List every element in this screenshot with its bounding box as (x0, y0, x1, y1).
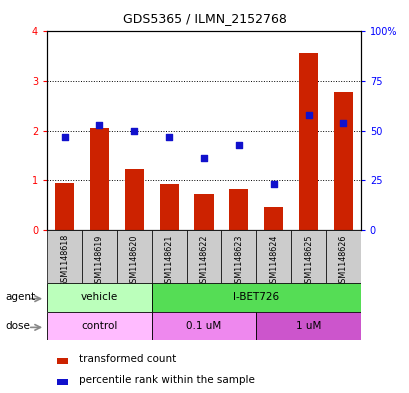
Text: 1 uM: 1 uM (295, 321, 320, 331)
Bar (256, 312, 360, 340)
Text: vehicle: vehicle (81, 292, 118, 302)
Bar (194, 194, 213, 230)
Point (305, 112, 311, 118)
Bar (47, 283, 151, 312)
Text: GSM1148619: GSM1148619 (95, 234, 103, 288)
Text: agent: agent (5, 292, 35, 302)
Bar (290, 230, 325, 283)
Bar (82, 230, 117, 283)
Text: GSM1148622: GSM1148622 (199, 234, 208, 288)
Bar (124, 169, 144, 230)
Bar (325, 230, 360, 283)
Text: GSM1148624: GSM1148624 (269, 234, 277, 288)
Point (270, 181, 276, 187)
Text: transformed count: transformed count (79, 354, 175, 364)
Text: GDS5365 / ILMN_2152768: GDS5365 / ILMN_2152768 (123, 12, 286, 25)
Point (200, 155, 207, 162)
Text: GSM1148625: GSM1148625 (303, 234, 312, 288)
Bar (333, 92, 352, 230)
Point (61, 134, 68, 140)
Bar (256, 230, 290, 283)
Bar (47, 312, 151, 340)
Text: dose: dose (5, 321, 30, 331)
Text: 0.1 uM: 0.1 uM (186, 321, 221, 331)
Bar (117, 230, 151, 283)
Text: I-BET726: I-BET726 (233, 292, 279, 302)
Point (131, 127, 137, 134)
Point (339, 119, 346, 126)
Text: percentile rank within the sample: percentile rank within the sample (79, 375, 254, 385)
Point (166, 134, 172, 140)
Bar (221, 230, 256, 283)
Bar (151, 312, 256, 340)
Text: GSM1148623: GSM1148623 (234, 234, 243, 288)
Bar (90, 128, 109, 230)
Bar (263, 207, 283, 230)
Text: GSM1148618: GSM1148618 (60, 234, 69, 287)
Bar (151, 230, 186, 283)
Text: GSM1148626: GSM1148626 (338, 234, 347, 288)
Bar (47, 230, 82, 283)
Bar (55, 183, 74, 230)
Bar (56, 379, 67, 384)
Text: control: control (81, 321, 117, 331)
Text: GSM1148620: GSM1148620 (130, 234, 138, 288)
Bar (159, 184, 178, 230)
Bar (186, 230, 221, 283)
Bar (229, 189, 248, 230)
Bar (56, 358, 67, 364)
Text: GSM1148621: GSM1148621 (164, 234, 173, 288)
Point (235, 141, 242, 148)
Bar (151, 283, 360, 312)
Bar (298, 53, 317, 230)
Point (96, 121, 103, 128)
